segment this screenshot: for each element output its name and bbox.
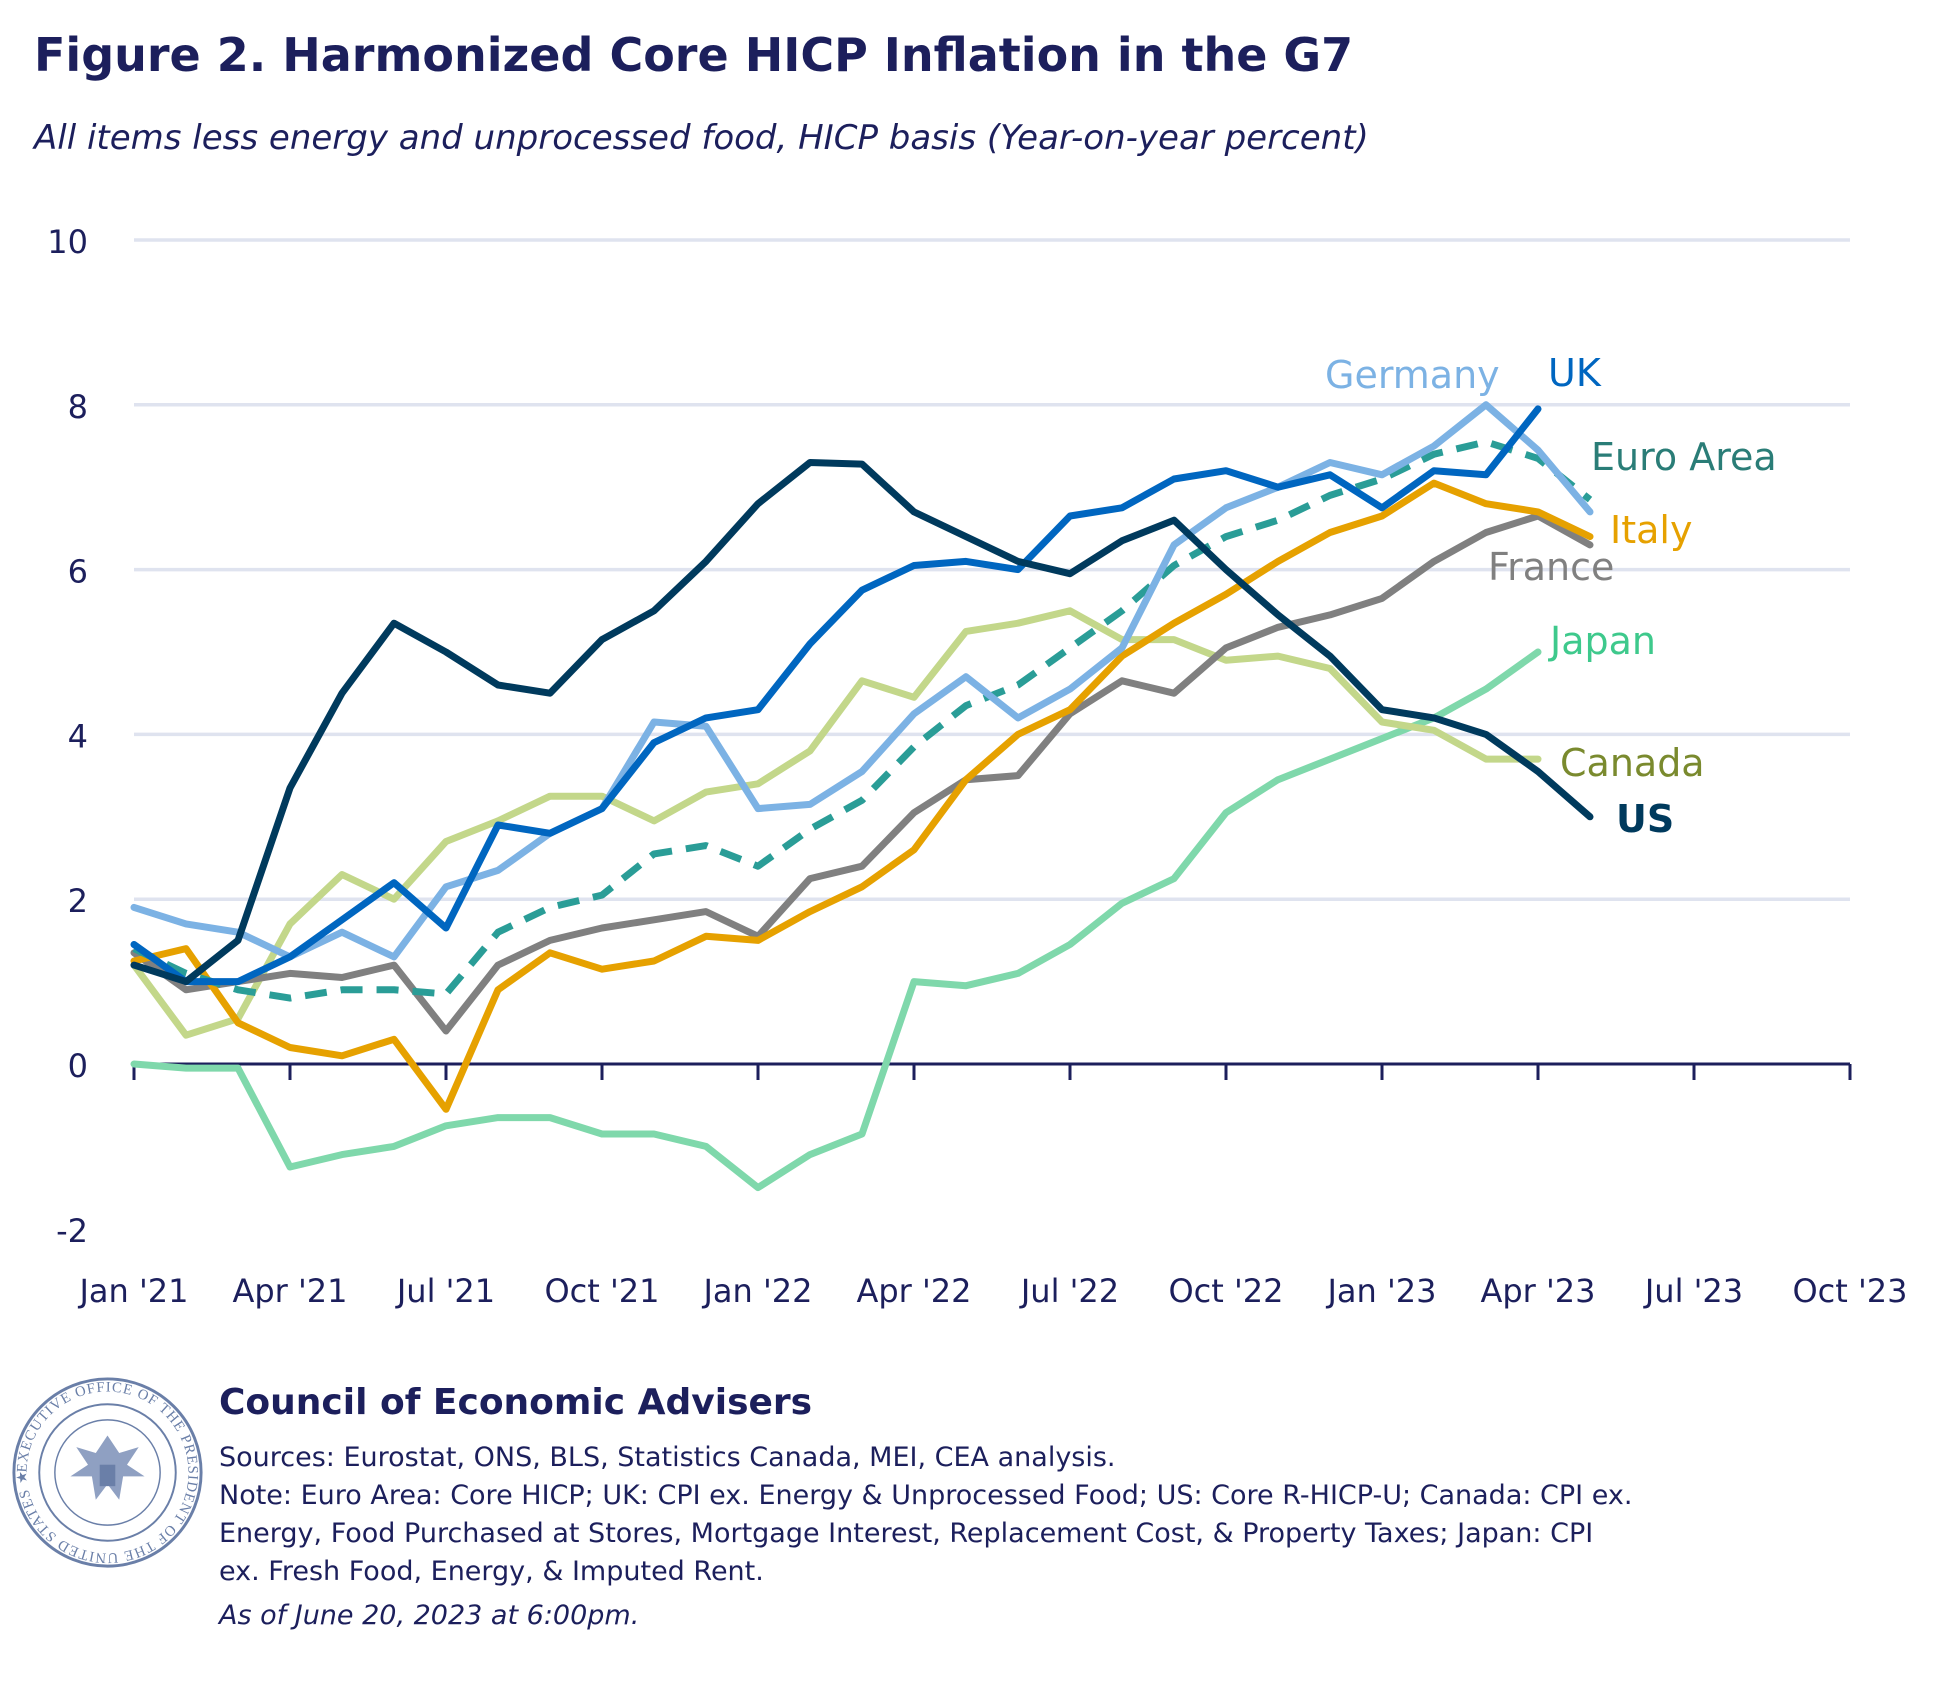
x-tick-label: Oct '23 — [1792, 1272, 1907, 1310]
series-line-euro-area — [132, 438, 1593, 1002]
series-label-france: France — [1488, 545, 1614, 589]
as-of-timestamp: As of June 20, 2023 at 6:00pm. — [219, 1600, 640, 1631]
series-lines — [130, 401, 1594, 1192]
y-tick-label: 10 — [47, 223, 88, 261]
series-label-uk: UK — [1548, 351, 1602, 395]
sources-text: Sources: Eurostat, ONS, BLS, Statistics … — [219, 1442, 1116, 1473]
y-tick-label: 0 — [68, 1047, 88, 1085]
note-line-2: Energy, Food Purchased at Stores, Mortga… — [219, 1518, 1594, 1549]
chart-subtitle: All items less energy and unprocessed fo… — [34, 118, 1369, 158]
series-label-italy: Italy — [1610, 508, 1692, 552]
series-line-france — [130, 512, 1594, 1035]
x-tick-label: Apr '23 — [1480, 1272, 1595, 1310]
note-line-1: Note: Euro Area: Core HICP; UK: CPI ex. … — [219, 1480, 1633, 1511]
x-tick-label: Jul '21 — [395, 1272, 495, 1310]
series-line-canada — [130, 607, 1542, 1039]
series-label-canada: Canada — [1560, 741, 1705, 785]
x-tick-label: Jan '23 — [1325, 1272, 1436, 1310]
note-line-3: ex. Fresh Food, Energy, & Imputed Rent. — [219, 1556, 764, 1587]
series-line-us — [130, 459, 1594, 986]
organization-name: Council of Economic Advisers — [219, 1382, 813, 1423]
x-axis: Jan '21 Apr '21 Jul '21 Oct '21 Jan '22 Apr '… — [77, 1062, 1908, 1310]
gridlines — [134, 238, 1850, 901]
series-line-germany — [130, 401, 1594, 961]
x-tick-label: Apr '22 — [856, 1272, 971, 1310]
y-tick-label: 4 — [68, 717, 88, 755]
series-label-germany: Germany — [1325, 353, 1500, 397]
x-tick-label: Jan '21 — [77, 1272, 188, 1310]
x-tick-label: Jul '23 — [1643, 1272, 1743, 1310]
series-label-us: US — [1616, 797, 1674, 841]
y-tick-label: -2 — [56, 1212, 88, 1250]
y-tick-label: 2 — [68, 882, 88, 920]
y-tick-label: 6 — [68, 553, 88, 591]
x-tick-label: Apr '21 — [232, 1272, 347, 1310]
y-tick-label: 8 — [68, 388, 88, 426]
y-axis: 10 8 6 4 2 0 -2 — [47, 223, 88, 1250]
series-label-euro-area: Euro Area — [1591, 435, 1777, 479]
x-tick-label: Jul '22 — [1019, 1272, 1119, 1310]
series-label-japan: Japan — [1548, 619, 1656, 663]
cea-seal-logo: EXECUTIVE OFFICE OF THE PRESIDENT OF THE… — [12, 1377, 203, 1568]
series-line-uk — [130, 405, 1542, 986]
chart-title: Figure 2. Harmonized Core HICP Inflation… — [34, 28, 1354, 82]
x-tick-label: Oct '21 — [544, 1272, 659, 1310]
series-line-italy — [130, 479, 1594, 1113]
x-tick-label: Oct '22 — [1168, 1272, 1283, 1310]
series-line-japan — [130, 648, 1542, 1192]
x-tick-label: Jan '22 — [701, 1272, 812, 1310]
